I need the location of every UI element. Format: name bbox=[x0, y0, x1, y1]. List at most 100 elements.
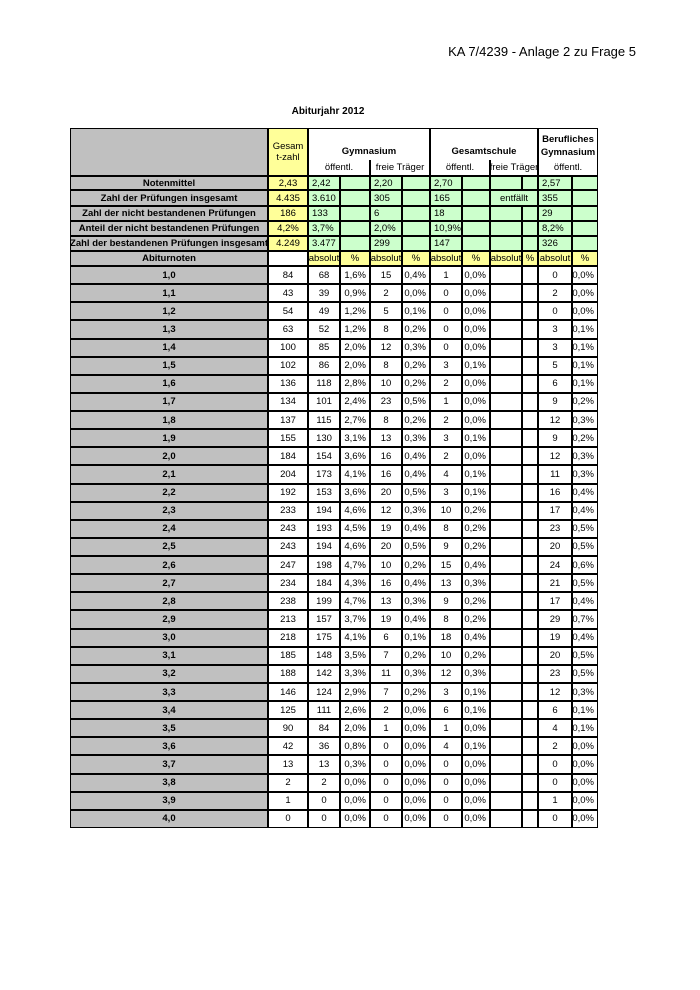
grade-value: 0,2% bbox=[402, 411, 430, 430]
grade-value: 0,2% bbox=[402, 356, 430, 375]
table-cell bbox=[522, 356, 538, 375]
summary-cell bbox=[340, 206, 370, 221]
grade-value: 2,9% bbox=[340, 682, 370, 702]
grade-value: 247 bbox=[268, 556, 308, 575]
table-cell bbox=[522, 447, 538, 466]
grade-value: 111 bbox=[308, 701, 340, 720]
grade-value: 1 bbox=[430, 719, 462, 738]
table-cell bbox=[522, 537, 538, 557]
grade-value: 7 bbox=[370, 682, 402, 702]
grade-value: 0,2% bbox=[402, 374, 430, 393]
table-cell bbox=[490, 519, 522, 538]
grade-value: 2 bbox=[430, 411, 462, 430]
grade-value: 0,1% bbox=[462, 356, 490, 375]
grade-value: 0,0% bbox=[462, 338, 490, 357]
grade-value: 85 bbox=[308, 338, 340, 357]
summary-value: 2,70 bbox=[430, 176, 462, 190]
grade-value: 238 bbox=[268, 592, 308, 611]
grade-value: 213 bbox=[268, 610, 308, 629]
summary-cell bbox=[340, 176, 370, 190]
grade-value: 0 bbox=[370, 737, 402, 756]
grade-value: 0,2% bbox=[572, 392, 598, 412]
summary-value: 4.249 bbox=[268, 236, 308, 251]
summary-value: 29 bbox=[538, 206, 572, 221]
grade-value: 0,5% bbox=[572, 646, 598, 665]
grade-value: 0,0% bbox=[462, 266, 490, 285]
grade-value: 0,3% bbox=[402, 592, 430, 611]
grade-value: 3,6% bbox=[340, 447, 370, 466]
grade-value: 63 bbox=[268, 320, 308, 339]
table-cell bbox=[522, 284, 538, 303]
grade-value: 0 bbox=[430, 302, 462, 321]
header-label-cell bbox=[70, 128, 268, 176]
column-label: absolut bbox=[370, 251, 402, 266]
grade-value: 4,7% bbox=[340, 556, 370, 575]
grade-value: 234 bbox=[268, 574, 308, 593]
grade-value: 13 bbox=[370, 592, 402, 611]
summary-cell bbox=[572, 221, 598, 236]
grade-value: 0,1% bbox=[462, 682, 490, 702]
grade-value: 0,3% bbox=[572, 411, 598, 430]
grade-value: 4,6% bbox=[340, 501, 370, 520]
table-cell bbox=[490, 483, 522, 502]
grade-value: 11 bbox=[538, 465, 572, 484]
grade-value: 0,1% bbox=[572, 320, 598, 339]
grade-value: 1,2% bbox=[340, 320, 370, 339]
grade-value: 0,5% bbox=[572, 537, 598, 557]
grade-value: 17 bbox=[538, 592, 572, 611]
grade-value: 2,7% bbox=[340, 411, 370, 430]
grade-value: 2,6% bbox=[340, 701, 370, 720]
column-label: % bbox=[462, 251, 490, 266]
grade-value: 0,4% bbox=[402, 610, 430, 629]
grade-value: 8 bbox=[370, 320, 402, 339]
grade-label: 2,2 bbox=[70, 483, 268, 502]
grade-label: 2,1 bbox=[70, 465, 268, 484]
grade-value: 0,4% bbox=[402, 465, 430, 484]
grade-value: 3 bbox=[538, 320, 572, 339]
grade-value: 3 bbox=[430, 429, 462, 448]
grade-value: 39 bbox=[308, 284, 340, 303]
grade-value: 102 bbox=[268, 356, 308, 375]
table-cell bbox=[522, 574, 538, 593]
table-cell bbox=[490, 701, 522, 720]
grade-value: 115 bbox=[308, 411, 340, 430]
grade-value: 1 bbox=[370, 719, 402, 738]
grade-label: 3,0 bbox=[70, 628, 268, 647]
grade-value: 1,6% bbox=[340, 266, 370, 285]
grade-value: 0,0% bbox=[572, 809, 598, 828]
table-cell bbox=[490, 266, 522, 285]
grade-value: 0,2% bbox=[462, 592, 490, 611]
grade-value: 0,0% bbox=[340, 809, 370, 828]
table-cell bbox=[522, 809, 538, 828]
grade-label: 3,5 bbox=[70, 719, 268, 738]
table-cell bbox=[522, 429, 538, 448]
grade-value: 19 bbox=[370, 519, 402, 538]
summary-value: 305 bbox=[370, 190, 402, 206]
grade-value: 0,4% bbox=[572, 628, 598, 647]
grade-value: 0,0% bbox=[572, 791, 598, 810]
grade-value: 3 bbox=[430, 483, 462, 502]
row-label: Notenmittel bbox=[70, 176, 268, 190]
table-cell bbox=[522, 320, 538, 339]
grade-value: 1 bbox=[268, 791, 308, 810]
summary-cell bbox=[462, 176, 490, 190]
grade-value: 13 bbox=[308, 755, 340, 774]
grade-value: 0,0% bbox=[462, 809, 490, 828]
document-reference: KA 7/4239 - Anlage 2 zu Frage 5 bbox=[448, 44, 636, 59]
grade-value: 49 bbox=[308, 302, 340, 321]
grade-value: 0,0% bbox=[572, 737, 598, 756]
table-cell bbox=[490, 682, 522, 702]
grade-value: 20 bbox=[538, 537, 572, 557]
grade-value: 20 bbox=[370, 537, 402, 557]
grade-value: 0,0% bbox=[462, 320, 490, 339]
table-cell bbox=[490, 374, 522, 393]
header-subgroup: öffentl. bbox=[308, 160, 370, 176]
grade-value: 5 bbox=[370, 302, 402, 321]
summary-value: 2,42 bbox=[308, 176, 340, 190]
grade-value: 0 bbox=[370, 773, 402, 792]
grade-value: 23 bbox=[370, 392, 402, 412]
summary-cell bbox=[522, 221, 538, 236]
grade-value: 0,3% bbox=[462, 664, 490, 683]
grade-value: 233 bbox=[268, 501, 308, 520]
grade-value: 0,0% bbox=[340, 791, 370, 810]
